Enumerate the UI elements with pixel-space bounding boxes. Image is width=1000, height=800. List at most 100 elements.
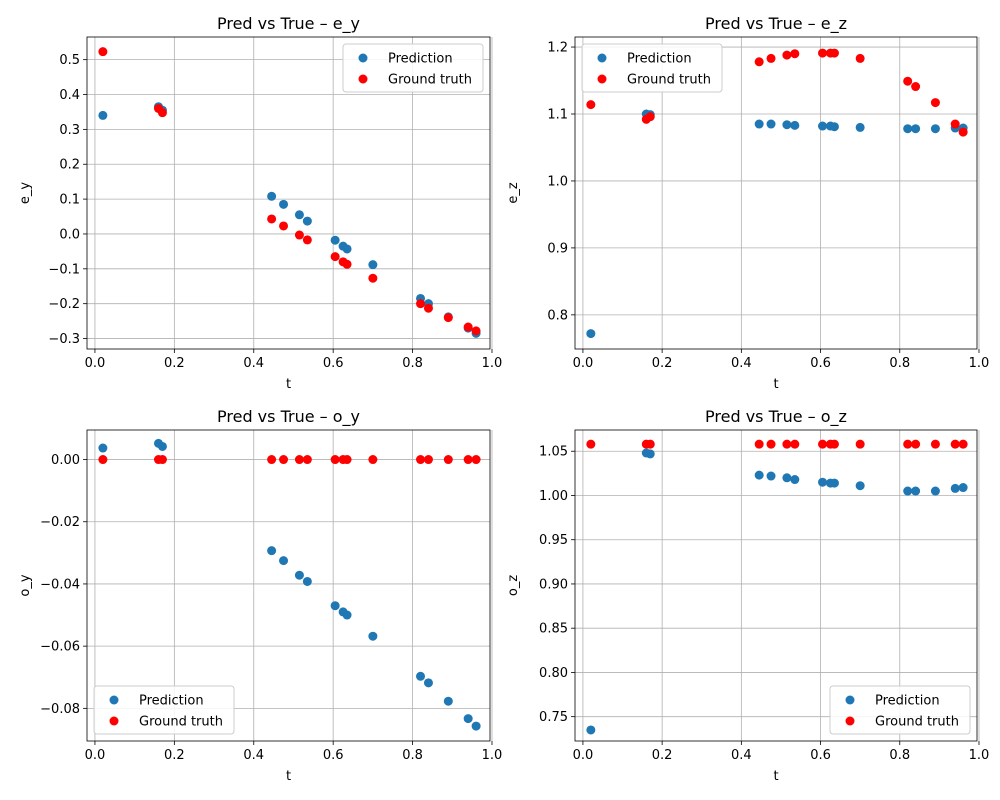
ground-truth-point (782, 50, 792, 60)
prediction-point (903, 124, 913, 134)
y-axis-label: o_y (18, 574, 33, 596)
ground-truth-point (463, 455, 473, 465)
y-tick-label: −0.06 (40, 640, 80, 655)
legend-ground-truth-label: Ground truth (139, 715, 223, 730)
legend: Prediction Ground truth (581, 43, 723, 93)
ground-truth-point (267, 214, 277, 224)
y-tick-label: −0.1 (48, 262, 80, 277)
ground-truth-point (471, 455, 481, 465)
ground-truth-point (958, 439, 968, 449)
ground-truth-point (279, 221, 289, 231)
legend: Prediction Ground truth (93, 685, 235, 735)
prediction-point (294, 570, 304, 580)
legend-prediction-marker (358, 53, 368, 63)
ground-truth-point (471, 326, 481, 336)
prediction-point (855, 122, 865, 132)
y-tick-label: 1.00 (539, 489, 568, 504)
ground-truth-point (930, 98, 940, 108)
ground-truth-point (855, 53, 865, 63)
x-tick-label: 0.8 (402, 748, 423, 763)
ground-truth-point (279, 455, 289, 465)
y-axis-label: e_y (18, 182, 33, 204)
y-tick-label: −0.3 (48, 332, 80, 347)
x-tick-label: 0.0 (573, 748, 594, 763)
legend-box (93, 685, 235, 735)
y-tick-label: 1.05 (539, 445, 568, 460)
x-tick-label: 0.0 (573, 356, 594, 371)
y-tick-label: 1.2 (547, 41, 568, 56)
prediction-point (766, 119, 776, 129)
legend-box (581, 43, 723, 93)
ground-truth-point (443, 313, 453, 323)
x-tick-label: 1.0 (482, 356, 503, 371)
y-tick-label: 0.85 (539, 622, 568, 637)
x-axis-label: t (773, 377, 778, 392)
prediction-point (443, 696, 453, 706)
x-tick-label: 0.0 (85, 748, 106, 763)
prediction-point (368, 631, 378, 641)
legend-prediction-marker (109, 695, 119, 705)
x-tick-label: 0.4 (243, 748, 264, 763)
prediction-point (368, 260, 378, 270)
ground-truth-point (423, 455, 433, 465)
prediction-point (818, 477, 828, 487)
prediction-point (157, 441, 167, 451)
ground-truth-point (911, 439, 921, 449)
prediction-point (416, 671, 426, 681)
x-tick-label: 1.0 (969, 748, 990, 763)
ground-truth-point (903, 76, 913, 86)
x-tick-label: 0.6 (323, 356, 344, 371)
legend: Prediction Ground truth (829, 685, 971, 735)
prediction-point (586, 329, 596, 339)
axes-frame (86, 429, 491, 742)
y-tick-label: 0.8 (547, 308, 568, 323)
prediction-point (903, 486, 913, 496)
prediction-point (463, 714, 473, 724)
y-tick-label: −0.2 (48, 297, 80, 312)
ground-truth-point (463, 322, 473, 332)
ground-truth-point (950, 119, 960, 129)
legend-prediction-label: Prediction (875, 694, 940, 709)
ground-truth-point (586, 100, 596, 110)
ground-truth-point (754, 57, 764, 67)
y-tick-label: 0.0 (59, 227, 80, 242)
ground-truth-point (423, 303, 433, 313)
prediction-point (279, 199, 289, 209)
ground-truth-point (443, 455, 453, 465)
y-tick-label: 0.00 (51, 453, 80, 468)
x-tick-label: 0.2 (652, 748, 673, 763)
prediction-point (790, 120, 800, 130)
x-tick-label: 0.6 (810, 356, 831, 371)
ground-truth-point (829, 439, 839, 449)
legend: Prediction Ground truth (342, 43, 484, 93)
ground-truth-point (855, 439, 865, 449)
chart-title: Pred vs True – o_z (705, 407, 847, 427)
x-tick-label: 0.8 (402, 356, 423, 371)
x-axis-label: t (286, 769, 291, 784)
y-tick-label: 0.4 (59, 88, 80, 103)
chart-title: Pred vs True – e_y (217, 14, 360, 34)
legend-ground-truth-marker (597, 74, 607, 84)
legend-prediction-marker (597, 53, 607, 63)
prediction-point (930, 124, 940, 134)
y-tick-label: 0.2 (59, 158, 80, 173)
ground-truth-point (818, 48, 828, 58)
ground-truth-point (645, 439, 655, 449)
x-tick-label: 0.4 (243, 356, 264, 371)
prediction-point (342, 610, 352, 620)
x-tick-label: 0.8 (889, 748, 910, 763)
x-tick-label: 0.6 (810, 748, 831, 763)
prediction-point (302, 576, 312, 586)
subplot-2: 0.0 0.2 0.4 0.6 0.8 1.0 0.8 0.9 1.0 1.1 1.2 Pred vs… (506, 14, 989, 392)
ground-truth-point (950, 439, 960, 449)
prediction-point (423, 678, 433, 688)
ground-truth-point (294, 455, 304, 465)
prediction-point (782, 473, 792, 483)
ground-truth-point (754, 439, 764, 449)
legend-box (342, 43, 484, 93)
ground-truth-point (98, 47, 108, 57)
y-tick-label: 1.0 (547, 174, 568, 189)
legend-ground-truth-marker (358, 74, 368, 84)
x-tick-label: 0.8 (889, 356, 910, 371)
